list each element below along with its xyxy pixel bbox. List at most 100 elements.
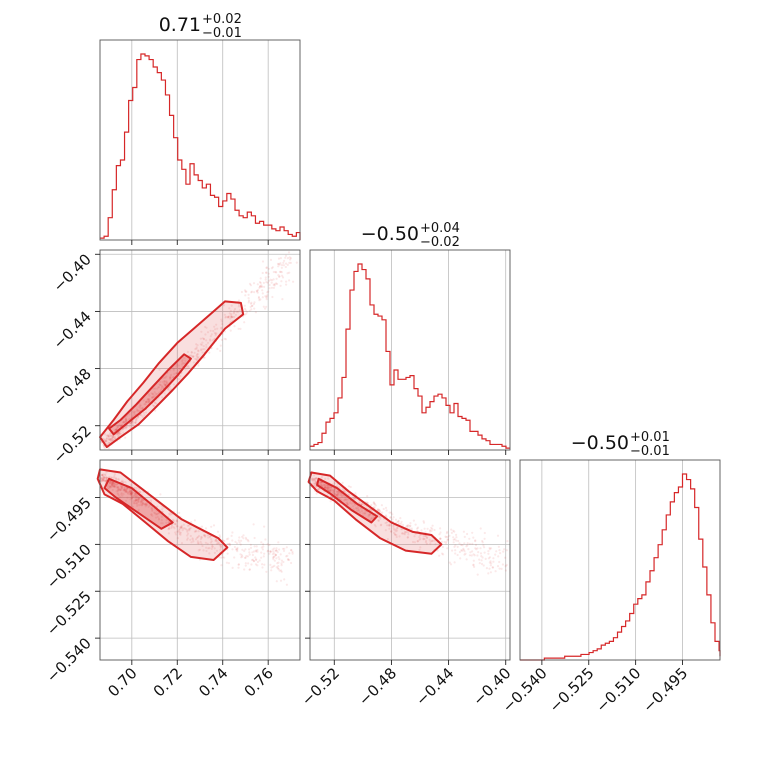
sample-point — [392, 527, 395, 530]
sample-point — [139, 503, 142, 506]
sample-point — [181, 359, 184, 362]
sample-point — [167, 387, 170, 390]
sample-point — [392, 531, 396, 535]
sample-point — [313, 479, 316, 482]
sample-point — [393, 528, 396, 531]
sample-point — [388, 511, 391, 514]
sample-point — [143, 414, 146, 417]
sample-point — [458, 542, 461, 545]
sample-point — [252, 550, 256, 553]
sample-point — [315, 477, 318, 480]
sample-point — [273, 547, 276, 550]
sample-point — [345, 498, 348, 501]
sample-point — [160, 387, 163, 390]
sample-point — [129, 490, 132, 493]
sample-point — [220, 320, 223, 323]
sample-point — [248, 282, 252, 285]
sample-point — [122, 493, 125, 496]
sample-point — [251, 558, 255, 561]
sample-point — [134, 492, 137, 496]
sample-point — [334, 488, 337, 491]
sample-point — [108, 433, 111, 436]
sample-point — [245, 312, 248, 315]
sample-point — [289, 258, 292, 261]
sample-point — [279, 270, 282, 273]
x-tick-label: −0.48 — [355, 664, 400, 709]
sample-cloud — [100, 471, 294, 586]
sample-point — [196, 536, 199, 539]
sample-point — [191, 538, 194, 541]
sample-point — [352, 496, 355, 499]
sample-point — [277, 265, 280, 268]
sample-point — [315, 480, 318, 483]
sample-point — [388, 527, 391, 530]
sample-point — [386, 538, 389, 541]
sample-point — [416, 540, 419, 543]
sample-point — [112, 482, 115, 485]
sample-point — [142, 416, 145, 419]
sample-point — [252, 302, 255, 306]
sample-point — [313, 482, 316, 485]
sample-point — [237, 539, 240, 542]
sample-point — [154, 402, 157, 405]
sample-point — [116, 425, 119, 429]
sample-point — [429, 542, 432, 545]
sample-point — [102, 476, 105, 480]
sample-point — [259, 277, 262, 280]
sample-point — [286, 554, 289, 557]
sample-point — [242, 534, 245, 537]
sample-point — [230, 313, 233, 316]
sample-point — [281, 547, 285, 550]
sample-point — [454, 544, 457, 547]
x-tick-label: −0.525 — [546, 664, 598, 716]
sample-point — [134, 499, 137, 502]
sample-point — [288, 552, 291, 555]
sample-point — [251, 304, 254, 307]
sample-point — [120, 424, 124, 427]
sample-point — [199, 537, 202, 541]
sample-point — [104, 474, 107, 477]
sample-point — [372, 502, 375, 505]
sample-point — [310, 477, 313, 480]
sample-point — [221, 323, 224, 326]
sample-point — [105, 434, 108, 437]
sample-point — [452, 538, 455, 541]
sample-point — [312, 482, 315, 485]
sample-point — [489, 560, 492, 563]
sample-point — [490, 547, 493, 550]
sample-point — [374, 525, 377, 528]
sample-point — [160, 508, 164, 511]
sample-point — [387, 524, 390, 527]
sample-point — [262, 543, 265, 546]
sample-point — [136, 498, 139, 501]
sample-point — [188, 528, 191, 531]
sample-point — [136, 409, 139, 412]
sample-point — [123, 490, 126, 493]
sample-point — [134, 421, 137, 424]
sample-point — [214, 539, 217, 542]
sample-point — [488, 546, 491, 550]
sample-point — [373, 523, 376, 527]
sample-point — [173, 372, 176, 375]
sample-point — [109, 440, 113, 443]
sample-point — [145, 400, 148, 403]
sample-point — [354, 492, 357, 495]
sample-point — [135, 498, 138, 502]
sample-point — [152, 396, 155, 399]
sample-point — [160, 519, 163, 522]
sample-point — [165, 380, 168, 383]
sample-point — [204, 541, 207, 544]
sample-point — [223, 540, 226, 543]
sample-point — [190, 351, 193, 354]
sample-point — [250, 563, 253, 566]
sample-point — [355, 506, 358, 510]
sample-point — [466, 544, 469, 547]
sample-point — [176, 377, 179, 380]
sample-point — [129, 492, 132, 495]
sample-point — [279, 262, 282, 265]
sample-point — [453, 561, 456, 564]
sample-point — [394, 518, 398, 521]
y-tick-label: −0.495 — [43, 494, 95, 546]
sample-point — [247, 293, 250, 296]
